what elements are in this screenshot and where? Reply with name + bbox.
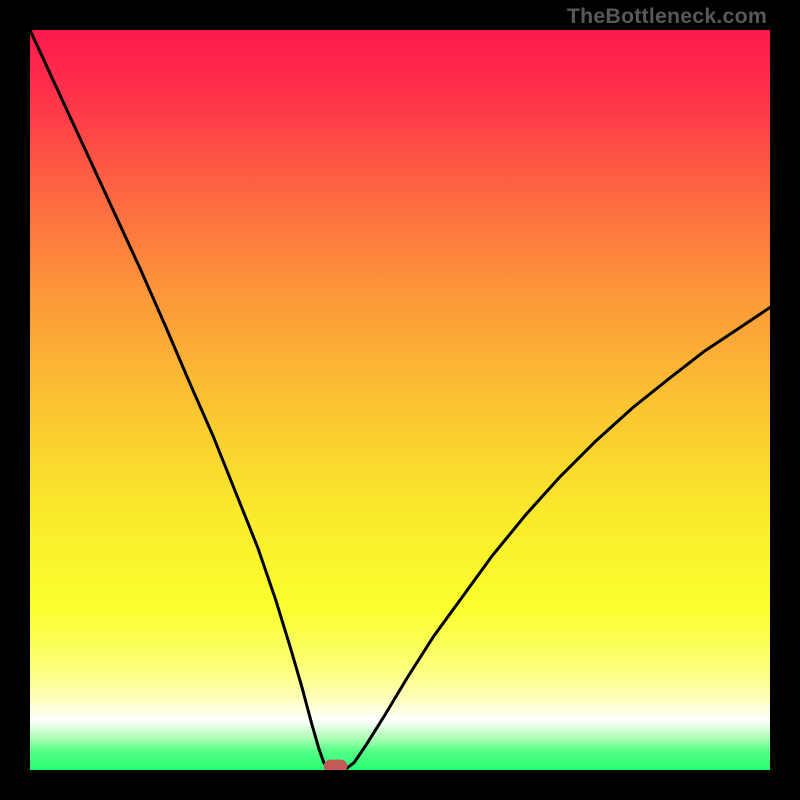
min-marker bbox=[324, 760, 348, 770]
bottleneck-chart bbox=[30, 30, 770, 770]
watermark-text: TheBottleneck.com bbox=[567, 4, 767, 29]
figure-root: TheBottleneck.com bbox=[0, 0, 800, 800]
gradient-background bbox=[30, 30, 770, 770]
